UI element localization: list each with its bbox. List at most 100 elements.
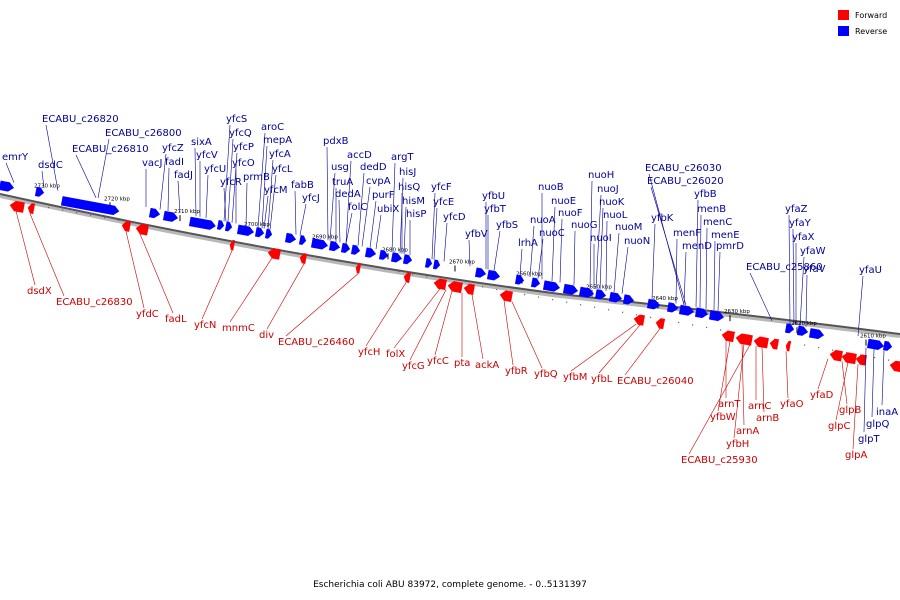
backbone-shadow <box>0 194 900 338</box>
leader-line <box>231 152 238 223</box>
reverse-gene-arrow <box>340 242 351 253</box>
gene-label-yfao: yfaO <box>780 399 804 410</box>
gap-dot <box>524 293 526 296</box>
gap-dot <box>104 217 106 219</box>
gene-label-nuol: nuoL <box>603 210 628 221</box>
gap-dot <box>594 306 596 308</box>
leader-line <box>159 153 167 210</box>
forward-gene-arrow <box>769 338 779 350</box>
gene-label-usg: usg <box>331 162 349 173</box>
reverse-gene-arrow <box>224 221 233 232</box>
reverse-gene-arrow <box>402 254 413 265</box>
gene-label-nuoi: nuoI <box>590 233 612 244</box>
leader-line <box>468 239 471 267</box>
gene-label-lrha: lrhA <box>518 238 538 249</box>
leader-line <box>201 250 233 320</box>
gene-label-nuob: nuoB <box>538 182 564 193</box>
gene-label-nuon: nuoN <box>624 236 650 247</box>
reverse-gene-arrow <box>0 180 15 192</box>
forward-gene-arrow <box>463 283 475 295</box>
gene-label-menb: menB <box>697 204 726 215</box>
gene-label-inaa: inaA <box>876 407 898 418</box>
gene-label-arnc: arnC <box>748 401 771 412</box>
gene-label-folx: folX <box>386 349 405 360</box>
genome-caption: Escherichia coli ABU 83972, complete gen… <box>313 580 587 590</box>
reverse-gene-arrow <box>284 232 297 244</box>
gap-dot <box>412 273 414 275</box>
gap-dot <box>314 255 316 257</box>
leader-line <box>621 246 629 294</box>
gene-label-yfcz: yfcZ <box>162 143 184 154</box>
leader-line <box>229 257 273 323</box>
gene-label-pta: pta <box>454 358 470 369</box>
leader-line <box>503 300 514 366</box>
leader-line <box>361 186 371 247</box>
reverse-gene-arrow <box>60 196 120 216</box>
leader-line <box>257 132 266 228</box>
tick-label: 2620 kbp <box>791 321 817 327</box>
leader-line <box>605 220 608 291</box>
gap-dot <box>272 248 274 250</box>
leader-line <box>589 180 593 288</box>
leader-line <box>294 190 297 235</box>
gene-label-vacj: vacJ <box>142 158 163 169</box>
gap-dot <box>384 268 386 270</box>
leader-line <box>717 341 731 412</box>
reverse-genes <box>0 180 893 351</box>
gene-label-yfbh: yfbH <box>726 439 749 450</box>
leader-line <box>799 256 805 326</box>
reverse-gene-arrow <box>486 269 501 281</box>
gene-label-sixa: sixA <box>191 137 212 148</box>
gene-label-yfbs: yfbS <box>496 220 518 231</box>
gap-dot <box>706 326 708 329</box>
leader-line <box>749 272 773 321</box>
gene-label-mnmc: mnmC <box>222 323 255 334</box>
gene-label-yfbw: yfbW <box>710 412 736 423</box>
gene-label-ecabu-c25860: ECABU_c25860 <box>746 262 823 273</box>
gene-label-deda: dedA <box>335 189 361 200</box>
leader-line <box>695 199 699 308</box>
gap-dot <box>874 357 876 359</box>
tick-label: 2710 kbp <box>174 209 200 215</box>
gene-label-yfcl: yfcL <box>272 164 293 175</box>
leader-line <box>329 172 336 241</box>
gene-label-hisp: hisP <box>406 209 426 220</box>
gene-label-yfbm: yfbM <box>563 372 587 383</box>
gene-label-cvpa: cvpA <box>366 176 391 187</box>
leader-line <box>688 344 751 455</box>
gap-dot <box>468 283 470 286</box>
gap-dot <box>538 296 540 298</box>
legend-reverse-label: Reverse <box>855 27 887 36</box>
backbone <box>0 193 900 338</box>
gap-dot <box>888 359 890 361</box>
gap-dot <box>636 314 638 316</box>
reverse-gene-arrow <box>148 207 161 219</box>
tick-label: 2630 kbp <box>724 309 750 315</box>
gene-label-ubix: ubiX <box>377 204 399 215</box>
reverse-gene-arrow <box>378 249 389 260</box>
reverse-gene-arrow <box>542 280 561 292</box>
leader-line <box>598 324 641 374</box>
reverse-gene-arrow <box>474 267 487 278</box>
forward-gene-arrow <box>27 203 36 214</box>
gene-label-yfay: yfaY <box>789 218 812 229</box>
leader-line <box>167 167 170 211</box>
gene-label-nuoh: nuoH <box>588 170 614 181</box>
leader-line <box>511 301 543 369</box>
reverse-gene-arrow <box>578 286 595 298</box>
gap-dot <box>244 242 246 245</box>
reverse-gene-arrow <box>350 244 361 255</box>
gene-label-nuog: nuoG <box>571 220 598 231</box>
leader-line <box>785 351 789 399</box>
leader-line <box>650 186 687 306</box>
gene-label-glpb: glpB <box>839 405 861 416</box>
leader-line <box>177 180 181 214</box>
reverse-gene-arrow <box>34 186 45 197</box>
leader-line <box>624 328 661 376</box>
leader-line <box>761 346 765 413</box>
gene-label-yfau: yfaU <box>859 265 882 276</box>
tick-label: 2650 kbp <box>586 284 612 290</box>
gene-label-fadi: fadI <box>165 157 184 168</box>
gene-label-glpq: glpQ <box>866 419 889 430</box>
